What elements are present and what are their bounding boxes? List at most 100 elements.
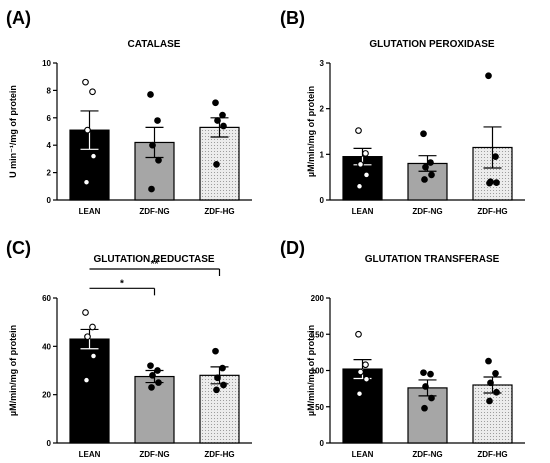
data-point (148, 384, 155, 391)
y-tick-label: 4 (47, 141, 52, 150)
chart-title: CATALASE (128, 39, 181, 50)
chart-panel-1: (A) CATALASE U min⁻¹/mg of protein 0 2 4 6 8 10 L… (6, 8, 252, 216)
y-tick-label: 2 (47, 169, 52, 178)
panel-label: (D) (280, 238, 305, 258)
data-point (149, 371, 156, 379)
data-point (84, 333, 91, 341)
y-tick-label: 6 (47, 114, 52, 123)
data-point (220, 122, 227, 130)
data-point (363, 375, 370, 383)
significance-label: * (120, 278, 124, 289)
x-tick-label: ZDF-NG (139, 450, 169, 459)
data-point (427, 370, 434, 378)
data-point (90, 152, 97, 160)
data-point (213, 161, 220, 168)
data-point (421, 176, 428, 183)
data-point (83, 376, 90, 384)
data-point (212, 347, 219, 355)
x-tick-label: ZDF-NG (139, 207, 169, 216)
data-point (149, 141, 156, 149)
chart-title: GLUTATION REDUCTASE (93, 254, 214, 265)
data-point (154, 117, 161, 124)
chart-title: GLUTATION TRANSFERASE (365, 254, 500, 265)
data-point (428, 394, 435, 402)
y-tick-label: 0 (47, 439, 52, 448)
data-point (219, 364, 226, 372)
data-point (148, 185, 155, 193)
data-point (485, 357, 492, 365)
y-tick-label: 3 (320, 59, 325, 68)
chart-panel-3: (C) GLUTATION REDUCTASE µM/min/mg of prote… (6, 238, 252, 459)
y-axis-label: µM/min/mg of protein (306, 86, 316, 177)
y-tick-label: 50 (315, 403, 324, 412)
x-tick-label: LEAN (352, 450, 374, 459)
data-point (147, 91, 154, 98)
panel-label: (A) (6, 8, 31, 28)
y-tick-label: 20 (42, 391, 51, 400)
y-tick-label: 8 (47, 86, 52, 95)
data-point (357, 368, 364, 376)
y-tick-label: 10 (42, 59, 51, 68)
x-tick-label: ZDF-HG (477, 450, 507, 459)
x-tick-label: LEAN (352, 207, 374, 216)
x-tick-label: ZDF-HG (204, 450, 234, 459)
data-point (83, 178, 90, 186)
data-point (422, 383, 429, 390)
bar (199, 374, 240, 444)
data-point (213, 386, 220, 394)
y-axis-label: µM/min/mg of protein (306, 325, 316, 416)
chart-title: GLUTATION PEROXIDASE (369, 39, 495, 50)
y-axis-label: µM/min/mg of protein (8, 325, 18, 416)
data-point (492, 370, 499, 377)
data-point (214, 117, 221, 124)
data-point (357, 161, 364, 168)
data-point (147, 362, 154, 370)
data-point (421, 404, 428, 412)
data-point (362, 361, 369, 369)
data-point (212, 99, 219, 107)
data-point (486, 397, 493, 405)
y-tick-label: 40 (42, 342, 51, 351)
x-tick-label: ZDF-NG (412, 450, 442, 459)
x-tick-label: LEAN (79, 450, 101, 459)
significance-label: ** (151, 259, 159, 270)
y-tick-label: 0 (47, 196, 52, 205)
data-point (220, 381, 227, 389)
y-tick-label: 60 (42, 294, 51, 303)
chart-panel-2: (B) GLUTATION PEROXIDASE µM/min/mg of prot… (280, 8, 525, 216)
y-tick-label: 1 (320, 150, 325, 159)
bar (472, 384, 513, 444)
data-point (214, 374, 221, 382)
data-point (355, 330, 362, 338)
y-tick-label: 0 (320, 196, 325, 205)
data-point (356, 182, 363, 190)
y-tick-label: 100 (311, 367, 325, 376)
data-point (155, 156, 162, 164)
x-tick-label: LEAN (79, 207, 101, 216)
panel-label: (C) (6, 238, 31, 258)
data-point (428, 171, 435, 179)
data-point (154, 367, 161, 374)
data-point (493, 179, 500, 186)
bar (69, 338, 110, 444)
panel-label: (B) (280, 8, 305, 28)
bar (342, 368, 383, 444)
x-tick-label: ZDF-NG (412, 207, 442, 216)
data-point (90, 352, 97, 360)
y-tick-label: 2 (320, 105, 325, 114)
data-point (356, 390, 363, 398)
y-axis-label: U min⁻¹/mg of protein (8, 85, 18, 178)
data-point (219, 111, 226, 119)
data-point (493, 388, 500, 396)
x-tick-label: ZDF-HG (204, 207, 234, 216)
chart-panel-4: (D) GLUTATION TRANSFERASE µM/min/mg of pro… (280, 238, 525, 459)
data-point (422, 163, 429, 171)
x-tick-label: ZDF-HG (477, 207, 507, 216)
data-point (89, 323, 96, 331)
data-point (355, 127, 362, 134)
data-point (362, 150, 369, 157)
y-tick-label: 200 (311, 294, 325, 303)
y-tick-label: 0 (320, 439, 325, 448)
data-point (89, 88, 96, 96)
data-point (420, 369, 427, 377)
